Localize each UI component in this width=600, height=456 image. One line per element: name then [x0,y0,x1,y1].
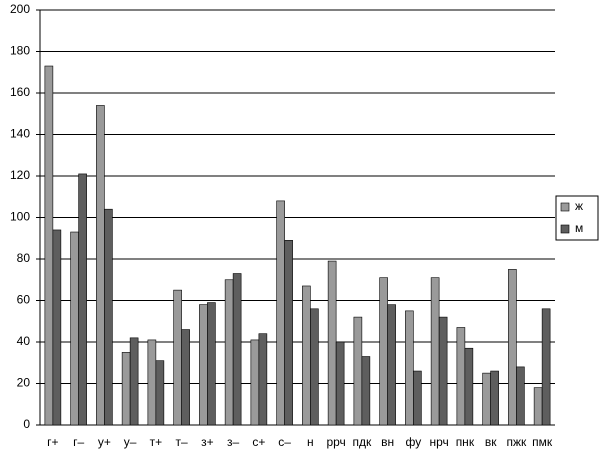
x-tick-label: г+ [47,435,58,449]
x-tick-label: у– [124,435,137,449]
y-tick-label: 20 [17,376,31,390]
bar [207,302,216,426]
x-tick-label: нрч [429,435,448,449]
x-tick-label: т– [176,435,188,449]
bar [541,308,551,426]
legend-label: ж [575,199,583,213]
y-tick-label: 100 [10,210,30,224]
bar [335,341,345,426]
x-tick-label: фу [406,435,422,449]
y-tick-label: 200 [10,2,30,16]
x-tick-label: т+ [150,435,163,449]
bar [232,273,242,426]
bar [147,339,157,426]
x-tick-label: пдк [353,435,373,449]
bar [121,352,131,426]
bar [199,304,208,426]
y-tick-label: 180 [10,44,30,58]
x-tick-label: пжк [506,435,527,449]
bar [78,173,87,426]
y-tick-label: 120 [10,168,30,182]
bar [52,229,62,426]
legend-label: м [575,221,583,235]
bar [361,356,371,426]
bar [456,327,466,426]
x-tick-label: с+ [252,435,265,449]
y-tick-label: 160 [10,85,30,99]
legend-swatch [560,224,570,234]
legend-swatch [560,202,570,212]
bar [258,333,268,426]
bar [155,360,165,426]
x-tick-label: вн [381,435,394,449]
bar [405,310,414,426]
bar [482,372,491,426]
bar [430,277,440,426]
bar [490,370,499,426]
bar [310,308,319,426]
bar [387,304,396,426]
y-tick-label: 80 [17,251,31,265]
x-tick-label: пмк [532,435,553,449]
bar [276,200,285,426]
y-tick-label: 40 [17,334,31,348]
bar [104,208,113,426]
y-tick-label: 140 [10,127,30,141]
x-tick-label: г– [73,435,84,449]
bar [181,329,190,426]
bar [327,260,337,426]
bar [284,240,293,426]
bar [379,277,388,426]
bar [413,370,422,426]
x-tick-label: н [307,435,314,449]
x-tick-label: у+ [98,435,111,449]
bar [96,105,105,426]
bar [516,366,525,426]
bar [353,316,363,426]
y-tick-label: 0 [23,417,30,431]
bar [533,387,543,426]
bar [302,285,311,426]
bar [464,347,474,426]
x-tick-label: з+ [201,435,214,449]
bar [70,231,79,426]
bar [250,339,260,426]
bar [508,269,517,426]
x-tick-label: пнк [456,435,475,449]
bar [129,337,139,426]
bar [44,65,54,426]
x-tick-label: вк [485,435,497,449]
bar [438,316,448,426]
x-tick-label: ррч [326,435,345,449]
bar [173,289,182,426]
x-tick-label: с– [278,435,291,449]
x-tick-label: з– [227,435,240,449]
y-tick-label: 60 [17,293,31,307]
bar [224,279,234,426]
